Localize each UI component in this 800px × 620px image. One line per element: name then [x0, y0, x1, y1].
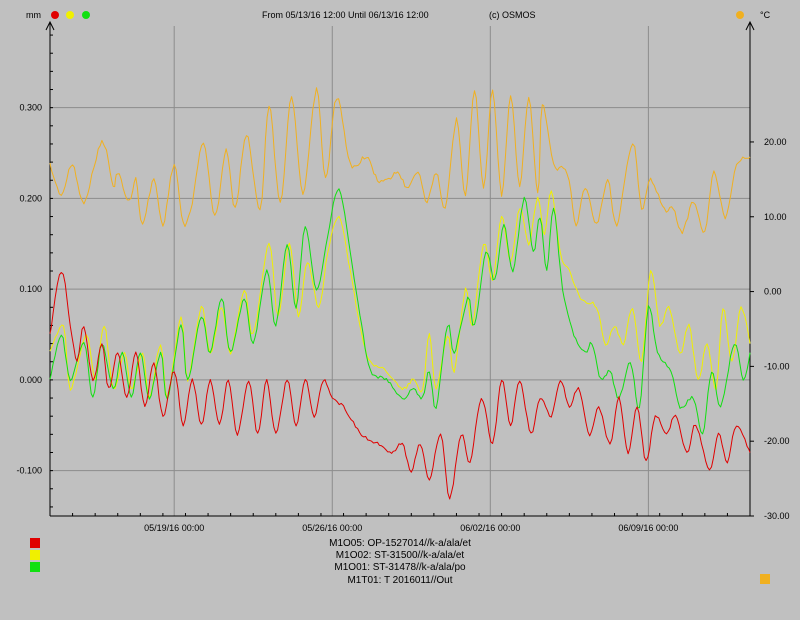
legend-swatch-red — [30, 538, 40, 548]
period-title: From 05/13/16 12:00 Until 06/13/16 12:00 — [262, 10, 429, 20]
left-axis-arrow-icon — [45, 20, 55, 31]
series-line-3 — [49, 188, 751, 435]
right-axis-tick-label: 0.00 — [764, 287, 782, 297]
left-axis-tick-label: 0.000 — [19, 375, 42, 385]
orange-series-dot-icon — [736, 11, 744, 19]
legend-label-orange: M1T01: T 2016011//Out — [347, 575, 452, 586]
legend-swatch-yellow — [30, 550, 40, 560]
right-axis-tick-label: 10.00 — [764, 212, 787, 222]
legend-swatch-green — [30, 562, 40, 572]
legend-label-green: M1O01: ST-31478//k-a/ala/po — [334, 562, 466, 573]
yellow-series-dot-icon — [66, 11, 74, 19]
left-axis-tick-label: -0.100 — [16, 466, 42, 476]
series-line-1 — [49, 87, 751, 235]
right-axis-tick-label: -30.00 — [764, 511, 790, 521]
left-axis-tick-label: 0.100 — [19, 284, 42, 294]
series-line-4 — [49, 272, 751, 500]
x-axis-tick-label: 05/19/16 00:00 — [144, 523, 204, 533]
x-axis-tick-label: 06/09/16 00:00 — [618, 523, 678, 533]
right-axis-arrow-icon — [745, 20, 755, 31]
legend-swatch-orange — [760, 574, 770, 584]
plot-area: 0.300 0.200 0.100 0.000 -0.100 20.00 10.00 0.00… — [16, 20, 790, 533]
copyright-label: (c) OSMOS — [489, 10, 536, 20]
legend-label-red: M1O05: OP-1527014//k-a/ala/et — [329, 538, 471, 549]
right-axis-tick-label: -20.00 — [764, 436, 790, 446]
left-unit-label: mm — [26, 10, 41, 20]
legend: M1O05: OP-1527014//k-a/ala/et M1O02: ST-… — [30, 538, 770, 586]
right-axis-tick-label: -10.00 — [764, 361, 790, 371]
green-series-dot-icon — [82, 11, 90, 19]
x-axis-tick-label: 06/02/16 00:00 — [460, 523, 520, 533]
left-axis-tick-label: 0.300 — [19, 103, 42, 113]
x-axis-tick-label: 05/26/16 00:00 — [302, 523, 362, 533]
legend-label-yellow: M1O02: ST-31500//k-a/ala/et — [336, 550, 465, 561]
series-line-2 — [49, 190, 751, 400]
right-unit-label: °C — [760, 10, 771, 20]
red-series-dot-icon — [51, 11, 59, 19]
right-axis-tick-label: 20.00 — [764, 137, 787, 147]
left-axis-tick-label: 0.200 — [19, 193, 42, 203]
